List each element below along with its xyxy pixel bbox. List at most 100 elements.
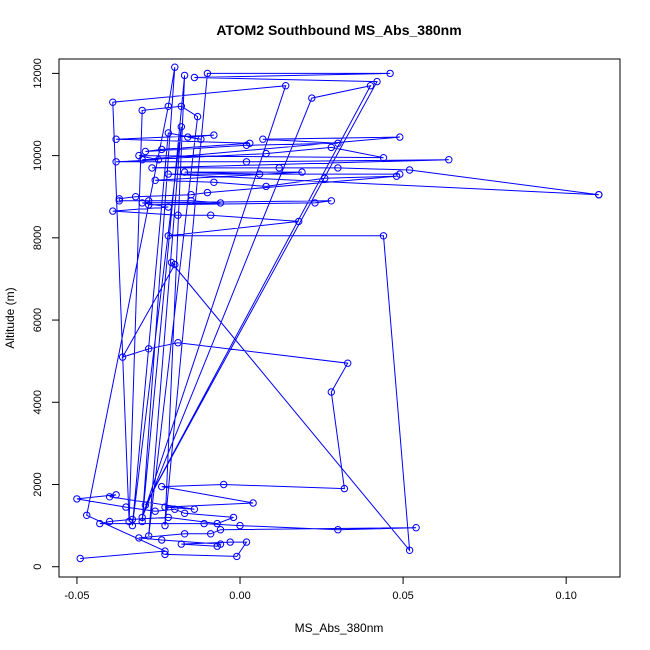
data-point <box>311 199 319 207</box>
data-point <box>262 149 270 158</box>
x-tick-label: 0.10 <box>555 590 576 602</box>
data-point <box>259 135 267 143</box>
data-point <box>145 201 153 209</box>
axes-layer: -0.05 0.00 0.05 0.10 0 2000 4000 6000 8000 10000 1… <box>32 58 577 602</box>
data-point <box>327 388 335 396</box>
data-point <box>115 195 124 203</box>
data-point <box>154 156 163 164</box>
data-point <box>118 353 127 361</box>
data-point <box>158 145 166 154</box>
data-point <box>308 94 316 102</box>
data-point <box>213 519 221 528</box>
data-point <box>164 232 173 240</box>
data-point <box>233 552 241 561</box>
data-point <box>174 211 182 219</box>
y-tick-label: 0 <box>32 564 44 570</box>
data-point <box>242 538 251 546</box>
data-point <box>242 158 251 166</box>
data-point <box>340 484 349 493</box>
data-point <box>164 203 173 211</box>
data-point <box>171 505 179 513</box>
data-point <box>164 102 173 111</box>
data-point <box>298 168 306 176</box>
y-tick-label: 8000 <box>32 226 44 250</box>
data-point <box>141 147 150 156</box>
data-point <box>164 129 173 137</box>
y-tick-label: 4000 <box>32 390 44 414</box>
data-point <box>177 102 186 111</box>
data-point <box>327 197 335 205</box>
data-point <box>128 515 137 524</box>
data-point <box>210 178 218 187</box>
data-point <box>187 197 195 205</box>
data-point <box>145 197 153 205</box>
data-point <box>112 158 120 166</box>
data-point <box>180 509 189 517</box>
data-point <box>115 197 124 205</box>
x-tick-label: -0.05 <box>64 590 89 602</box>
y-tick-label: 6000 <box>32 308 44 332</box>
data-point <box>161 547 169 555</box>
data-point <box>207 211 215 219</box>
data-point <box>190 505 199 513</box>
data-point <box>112 491 120 499</box>
data-point <box>171 63 179 71</box>
data-point <box>83 511 91 519</box>
data-point <box>275 164 283 172</box>
data-point <box>180 168 189 176</box>
data-point <box>334 526 342 534</box>
data-point <box>344 359 352 367</box>
data-point <box>249 499 257 507</box>
data-point <box>405 546 414 554</box>
data-point <box>379 154 388 162</box>
data-point <box>396 133 404 141</box>
data-point <box>210 131 218 139</box>
data-point <box>138 199 146 207</box>
data-point <box>334 139 342 148</box>
data-point <box>386 69 394 78</box>
data-point <box>193 112 202 121</box>
data-point <box>392 172 401 180</box>
data-point <box>216 199 225 207</box>
data-point <box>151 507 159 515</box>
data-point <box>595 191 603 199</box>
x-tick-label: 0.00 <box>229 590 250 602</box>
data-point <box>379 232 388 240</box>
data-point <box>141 501 150 509</box>
data-point <box>158 482 166 491</box>
data-point <box>105 517 114 526</box>
data-point <box>197 135 205 143</box>
y-tick-label: 2000 <box>32 472 44 496</box>
data-point <box>213 542 221 550</box>
x-tick-label: 0.05 <box>392 590 413 602</box>
data-point <box>131 193 140 201</box>
data-point <box>161 550 169 559</box>
data-point <box>282 82 290 90</box>
data-point <box>327 143 335 152</box>
data-point <box>242 141 251 150</box>
data-point <box>96 519 104 528</box>
x-axis-label: MS_Abs_380nm <box>295 621 384 635</box>
data-point <box>177 540 186 548</box>
data-point <box>145 345 153 353</box>
data-point <box>321 174 329 182</box>
data-point <box>405 166 414 174</box>
data-point <box>161 521 169 530</box>
data-point <box>229 513 238 522</box>
data-point <box>135 151 143 160</box>
data-point <box>190 73 199 82</box>
data-point <box>158 536 166 544</box>
y-axis-label: Altitude (m) <box>3 287 17 348</box>
data-point <box>164 513 173 522</box>
data-point <box>112 135 120 143</box>
data-point <box>262 182 270 191</box>
data-point <box>76 554 84 563</box>
plot-frame <box>58 58 621 578</box>
data-point <box>207 530 215 538</box>
data-point <box>171 260 179 269</box>
data-point <box>200 519 208 528</box>
data-point <box>138 513 146 522</box>
data-point <box>203 188 212 197</box>
data-point <box>373 77 381 86</box>
